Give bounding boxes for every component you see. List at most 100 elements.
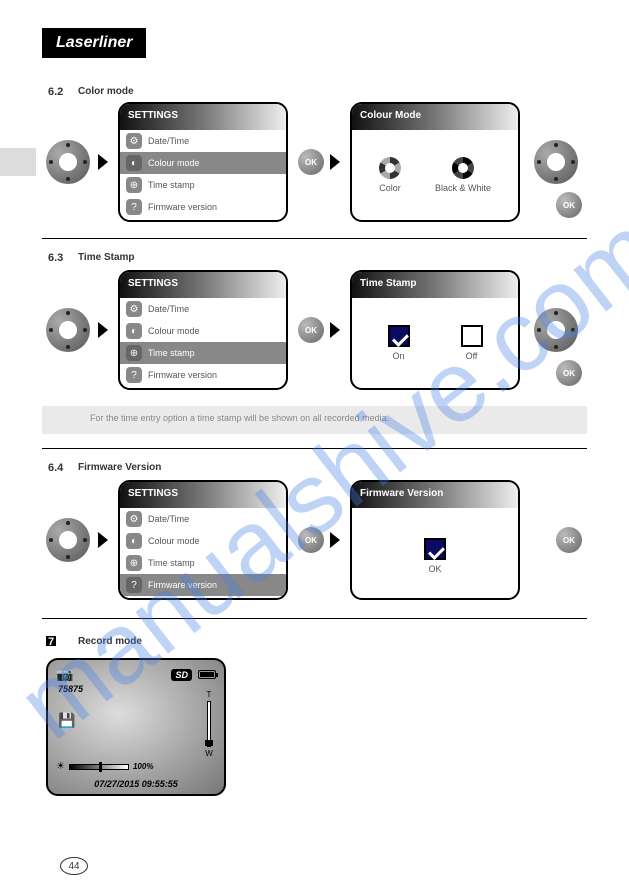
menu-label: Date/Time <box>148 136 189 146</box>
arrow-right-icon <box>330 532 340 548</box>
section-3-number: 6.4 <box>48 462 63 474</box>
menu-label: Firmware version <box>148 580 217 590</box>
menu-label: Firmware version <box>148 370 217 380</box>
menu-header: SETTINGS <box>120 272 286 298</box>
side-tab <box>0 148 36 176</box>
option-screen-3: Firmware Version OK <box>350 480 520 600</box>
checkbox-on-icon <box>388 325 410 347</box>
option-header: Colour Mode <box>352 104 518 130</box>
menu-item: ⚙ Date/Time <box>120 130 286 152</box>
menu-item: ⊕ Time stamp <box>120 552 286 574</box>
menu-label: Date/Time <box>148 514 189 524</box>
section-1-number: 6.2 <box>48 86 63 98</box>
menu-label: Time stamp <box>148 558 195 568</box>
menu-item: ? Firmware version <box>120 364 286 386</box>
menu-item: ◐Colour mode <box>120 320 286 342</box>
sd-badge: SD <box>171 669 192 681</box>
menu-item-selected: ? Firmware version <box>120 574 286 596</box>
menu-label: Time stamp <box>148 348 195 358</box>
checkbox-off-icon <box>461 325 483 347</box>
menu-screen-2: SETTINGS ⚙ Date/Time ◐Colour mode ⊕ Time s… <box>118 270 288 390</box>
stamp-icon: ⊕ <box>126 345 142 361</box>
option-label: OK <box>428 564 441 574</box>
ok-button[interactable]: OK <box>556 527 582 553</box>
option-header: Time Stamp <box>352 272 518 298</box>
ok-button[interactable]: OK <box>298 527 324 553</box>
color-icon: ◐ <box>126 533 142 549</box>
menu-item-selected: ⊕ Time stamp <box>120 342 286 364</box>
arrow-right-icon <box>98 322 108 338</box>
option-on: On <box>388 325 410 361</box>
gear-icon: ⚙ <box>126 133 142 149</box>
zoom-slider[interactable]: T W <box>204 690 214 758</box>
menu-item: ⚙ Date/Time <box>120 508 286 530</box>
dpad-nav[interactable] <box>46 308 90 352</box>
sun-icon: ☀ <box>56 761 65 772</box>
menu-label: Colour mode <box>148 536 200 546</box>
menu-item: ? Firmware version <box>120 196 286 218</box>
dpad-nav[interactable] <box>534 140 578 184</box>
color-icon: ◐ <box>126 155 142 171</box>
menu-label: Firmware version <box>148 202 217 212</box>
stamp-icon: ⊕ <box>126 177 142 193</box>
shutter-icon <box>452 157 474 179</box>
section-2-number: 6.3 <box>48 252 63 264</box>
battery-icon <box>198 670 216 679</box>
record-datetime: 07/27/2015 09:55:55 <box>48 779 224 789</box>
menu-label: Colour mode <box>148 158 200 168</box>
photo-count: 75875 <box>58 684 83 694</box>
brand-badge: Laserliner <box>42 28 146 58</box>
note-text: For the time entry option a time stamp w… <box>90 413 389 423</box>
menu-header: SETTINGS <box>120 482 286 508</box>
ok-button[interactable]: OK <box>556 192 582 218</box>
dpad-nav[interactable] <box>46 518 90 562</box>
arrow-right-icon <box>330 154 340 170</box>
zoom-t-label: T <box>204 690 214 699</box>
option-ok: OK <box>424 538 446 574</box>
shutter-icon <box>379 157 401 179</box>
camera-icon: 📷 <box>56 666 73 683</box>
ok-button[interactable]: OK <box>298 149 324 175</box>
option-screen-2: Time Stamp On Off <box>350 270 520 390</box>
record-screen: 📷 SD 75875 💾 T W ☀ 100% 07/27/2015 09:55… <box>46 658 226 796</box>
menu-item-selected: ◐ Colour mode <box>120 152 286 174</box>
help-icon: ? <box>126 199 142 215</box>
help-icon: ? <box>126 367 142 383</box>
option-off: Off <box>461 325 483 361</box>
stamp-icon: ⊕ <box>126 555 142 571</box>
gear-icon: ⚙ <box>126 301 142 317</box>
option-label: On <box>392 351 404 361</box>
option-screen-1: Colour Mode Color Black & White <box>350 102 520 222</box>
page-number: 44 <box>60 857 88 875</box>
brightness-slider[interactable]: ☀ 100% <box>56 761 153 772</box>
arrow-right-icon <box>330 322 340 338</box>
arrow-right-icon <box>98 532 108 548</box>
menu-screen-3: SETTINGS ⚙ Date/Time ◐ Colour mode ⊕ Time s… <box>118 480 288 600</box>
menu-item: ◐ Colour mode <box>120 530 286 552</box>
divider <box>42 238 587 239</box>
menu-header: SETTINGS <box>120 104 286 130</box>
option-header: Firmware Version <box>352 482 518 508</box>
menu-item: ⚙ Date/Time <box>120 298 286 320</box>
arrow-right-icon <box>98 154 108 170</box>
dpad-nav[interactable] <box>46 140 90 184</box>
ok-button[interactable]: OK <box>298 317 324 343</box>
checkbox-on-icon <box>424 538 446 560</box>
section-rec-title: Record mode <box>78 636 142 647</box>
gear-icon: ⚙ <box>126 511 142 527</box>
section-rec-number: 7 <box>48 636 54 648</box>
option-label: Color <box>379 183 401 193</box>
divider <box>42 448 587 449</box>
help-icon: ? <box>126 577 142 593</box>
dpad-nav[interactable] <box>534 308 578 352</box>
zoom-w-label: W <box>204 749 214 758</box>
fw-text <box>352 508 518 526</box>
option-bw: Black & White <box>435 157 491 193</box>
save-icon: 💾 <box>58 712 75 729</box>
option-label: Black & White <box>435 183 491 193</box>
brightness-pct: 100% <box>133 762 153 771</box>
menu-label: Date/Time <box>148 304 189 314</box>
menu-label: Time stamp <box>148 180 195 190</box>
ok-button[interactable]: OK <box>556 360 582 386</box>
menu-label: Colour mode <box>148 326 200 336</box>
